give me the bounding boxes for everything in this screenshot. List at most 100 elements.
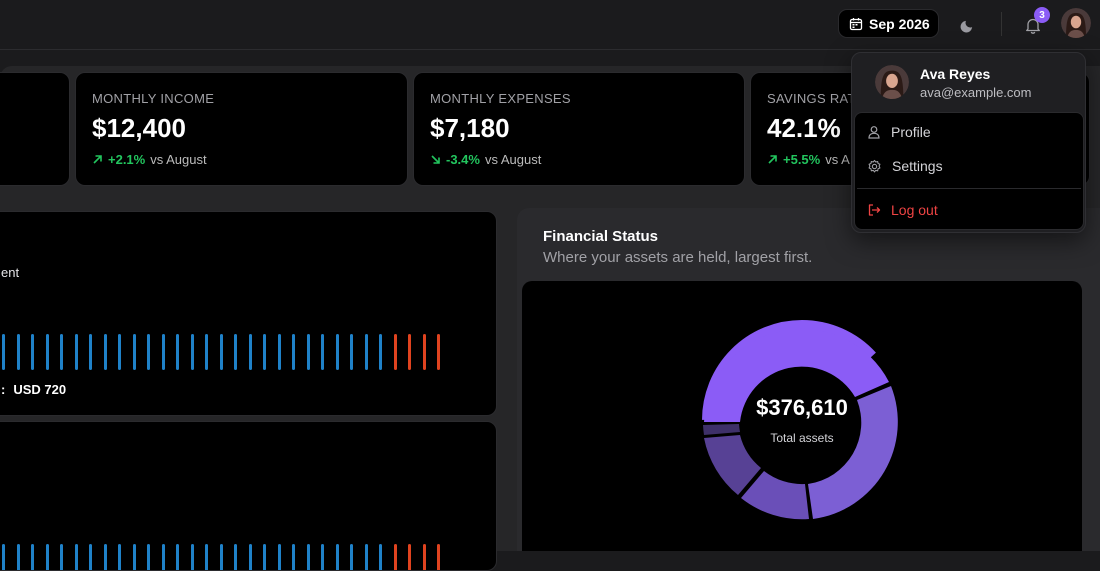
stat-value: $12,400 [92,113,186,143]
bar [190,334,194,370]
bar [74,544,78,570]
bar [103,334,107,370]
bar-strip [2,544,440,570]
menu-item-logout[interactable]: Log out [867,202,938,218]
user-email: ava@example.com [920,85,1032,100]
bar [31,334,34,370]
menu-divider [857,188,1081,189]
bar [176,334,179,370]
stat-card-monthly-expenses: MONTHLY EXPENSES $7,180 -3.4% vs August [413,72,745,186]
arrow-up-right-icon [93,155,102,164]
stat-change: +5.5% vs A [767,152,850,167]
avatar [1061,8,1091,38]
gear-icon [868,159,881,172]
bar [364,544,368,570]
calendar-icon [849,17,863,30]
spending-bars-panel: ent : USD 720 [0,211,497,416]
stat-label: MONTHLY EXPENSES [430,91,571,106]
bar [205,334,208,370]
bar [118,544,121,570]
bar [350,544,353,570]
bar [408,544,411,570]
menu-item-settings[interactable]: Settings [867,158,943,174]
bar [60,334,63,370]
bar [118,334,121,370]
donut-segment-4[interactable] [704,435,761,495]
bar [190,544,194,570]
avatar [875,65,909,99]
menu-item-profile[interactable]: Profile [867,124,931,140]
stat-change-compare: vs August [484,152,542,167]
stat-change-compare: vs A [825,152,850,167]
bar [393,544,397,570]
bar [132,334,136,370]
bar [292,334,295,370]
stat-value: $7,180 [430,113,510,143]
bar [147,544,150,570]
date-picker-button[interactable]: Sep 2026 [838,9,939,38]
bar [350,334,353,370]
card-subtitle: Where your assets are held, largest firs… [543,249,813,266]
bar [103,544,107,570]
bar [306,334,310,370]
bar [248,334,252,370]
donut-segment-5[interactable] [703,424,740,435]
stat-value: 42.1% [767,113,841,143]
bar [321,544,324,570]
bar [219,544,223,570]
stat-change: -3.4% vs August [430,152,541,167]
bar [393,334,397,370]
bar [364,334,368,370]
amount-value: USD 720 [13,382,67,397]
panel-label: ent [1,265,20,280]
bar-strip [2,334,440,370]
card-title: Financial Status [543,228,659,245]
bar [379,544,382,570]
bar [147,334,150,370]
bar [379,334,382,370]
user-avatar-button[interactable] [1061,8,1091,38]
donut-segment-2[interactable] [808,386,898,519]
bar [45,334,49,370]
bar [422,334,426,370]
bar [2,334,5,370]
bar [408,334,411,370]
stat-change: +2.1% vs August [92,152,207,167]
date-label: Sep 2026 [869,15,930,32]
bar [205,544,208,570]
user-menu-list: Profile Settings Log out [854,112,1084,230]
bar [234,334,237,370]
bar [161,334,165,370]
bar [31,544,34,570]
donut-ring [703,328,898,520]
stat-change-percent: -3.4% [446,152,480,167]
bar [176,544,179,570]
bar [219,334,223,370]
total-assets-value: $376,610 [756,395,848,420]
bar [89,544,92,570]
bar [161,544,165,570]
bar [335,544,339,570]
bar [89,334,92,370]
bar [2,544,5,570]
bar [422,544,426,570]
total-assets-label: Total assets [770,431,834,445]
bar [277,544,281,570]
menu-item-label: Profile [891,124,931,140]
bar [16,334,20,370]
bar [335,334,339,370]
amount-prefix: : [1,382,6,397]
donut-segment-3[interactable] [741,471,809,520]
donut-segment-1[interactable] [704,328,889,422]
user-dropdown-menu: Ava Reyes ava@example.com Profile Settin… [851,52,1086,233]
bar [16,544,20,570]
bar [306,544,310,570]
stat-card-monthly-income: MONTHLY INCOME $12,400 +2.1% vs August [75,72,408,186]
arrow-up-right-icon [768,155,777,164]
arrow-down-right-icon [431,155,440,164]
theme-toggle-button[interactable] [955,12,981,38]
bar [277,334,281,370]
topbar-divider [1001,12,1002,36]
bar [263,334,266,370]
bar [263,544,266,570]
